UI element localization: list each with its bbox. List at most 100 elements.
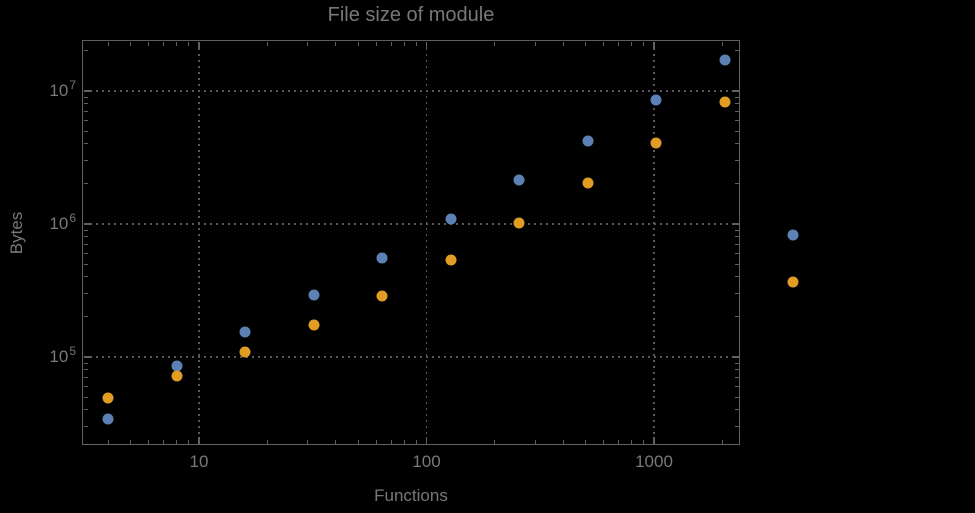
y-tick-left: [83, 103, 88, 105]
y-tick-right: [734, 111, 739, 113]
x-tick-top: [335, 41, 337, 46]
x-tick-bottom: [266, 439, 268, 444]
x-tick-bottom: [390, 439, 392, 444]
x-tick-top: [188, 41, 190, 46]
gridline-vertical: [653, 41, 655, 444]
x-tick-bottom: [148, 439, 150, 444]
y-tick-right: [734, 160, 739, 162]
y-axis-label: Bytes: [7, 211, 26, 255]
y-tick-left: [83, 396, 88, 398]
y-tick-right: [734, 377, 739, 379]
x-tick-bottom: [357, 439, 359, 444]
data-point: [513, 217, 525, 229]
y-tick-right: [734, 362, 739, 364]
x-tick-top: [721, 41, 723, 46]
x-tick-top: [415, 41, 417, 46]
x-tick-bottom: [163, 439, 165, 444]
y-tick-right: [734, 244, 739, 246]
gridline-horizontal: [83, 356, 739, 358]
x-tick-bottom: [403, 439, 405, 444]
y-tick-left: [83, 369, 88, 371]
data-point: [171, 360, 183, 372]
y-tick-right: [734, 236, 739, 238]
x-tick-bottom: [562, 439, 564, 444]
data-point: [719, 54, 731, 66]
data-point: [650, 137, 662, 149]
y-tick-left: [83, 409, 88, 411]
x-tick-bottom: [631, 439, 633, 444]
y-tick-left: [83, 229, 88, 231]
y-tick-label: 107: [49, 78, 76, 100]
x-tick-top: [390, 41, 392, 46]
y-tick-label: 106: [49, 211, 76, 233]
y-tick-left: [83, 120, 88, 121]
x-tick-label: 100: [412, 452, 441, 471]
data-point: [102, 413, 114, 425]
x-tick-bottom: [176, 439, 178, 444]
x-tick-top: [603, 41, 605, 46]
y-tick-right: [731, 223, 739, 225]
x-tick-top: [618, 41, 620, 46]
y-tick-left: [83, 377, 88, 379]
y-tick-left: [83, 236, 88, 238]
data-point: [308, 289, 320, 301]
y-tick-right: [734, 316, 739, 318]
y-tick-left: [83, 223, 91, 225]
x-tick-bottom: [534, 439, 536, 444]
x-tick-top: [653, 41, 655, 49]
y-tick-right: [734, 386, 739, 387]
x-tick-bottom: [198, 436, 200, 444]
x-tick-top: [425, 41, 428, 49]
data-point: [787, 276, 799, 288]
y-tick-right: [734, 130, 739, 132]
data-point: [719, 96, 731, 108]
x-tick-bottom: [107, 439, 109, 444]
x-tick-bottom: [618, 439, 620, 444]
gridline-horizontal: [83, 223, 739, 225]
data-point: [376, 252, 388, 264]
x-tick-top: [130, 41, 132, 46]
y-tick-left: [83, 356, 91, 358]
x-tick-top: [494, 41, 496, 46]
data-point: [513, 174, 525, 186]
x-tick-label: 10: [189, 452, 209, 471]
data-point: [787, 229, 799, 241]
y-tick-left: [83, 362, 88, 364]
x-tick-bottom: [653, 436, 655, 444]
y-tick-left: [83, 293, 88, 295]
x-tick-bottom: [335, 439, 337, 444]
x-tick-bottom: [415, 439, 417, 444]
x-tick-top: [107, 41, 109, 46]
data-point: [582, 177, 594, 189]
y-tick-right: [734, 369, 739, 371]
y-tick-left: [83, 426, 88, 428]
x-tick-top: [643, 41, 645, 46]
y-tick-right: [734, 396, 739, 398]
x-tick-top: [198, 41, 200, 49]
y-tick-left: [83, 276, 88, 278]
y-tick-right: [734, 253, 739, 254]
y-tick-right: [734, 426, 739, 428]
y-tick-right: [734, 263, 739, 265]
data-point: [445, 254, 457, 266]
x-tick-top: [562, 41, 564, 46]
y-tick-left: [83, 111, 88, 113]
y-tick-left: [83, 143, 88, 145]
y-tick-right: [734, 143, 739, 145]
x-tick-bottom: [643, 439, 645, 444]
y-tick-right: [734, 409, 739, 411]
x-tick-top: [176, 41, 178, 46]
data-point: [171, 370, 183, 382]
data-point: [650, 94, 662, 106]
data-point: [308, 319, 320, 331]
x-axis-label: Functions: [374, 486, 448, 505]
y-tick-right: [734, 96, 739, 98]
y-tick-left: [83, 90, 91, 92]
x-tick-top: [403, 41, 405, 46]
x-tick-bottom: [188, 439, 190, 444]
x-tick-bottom: [130, 439, 132, 444]
x-tick-top: [307, 41, 309, 46]
x-tick-bottom: [307, 439, 309, 444]
